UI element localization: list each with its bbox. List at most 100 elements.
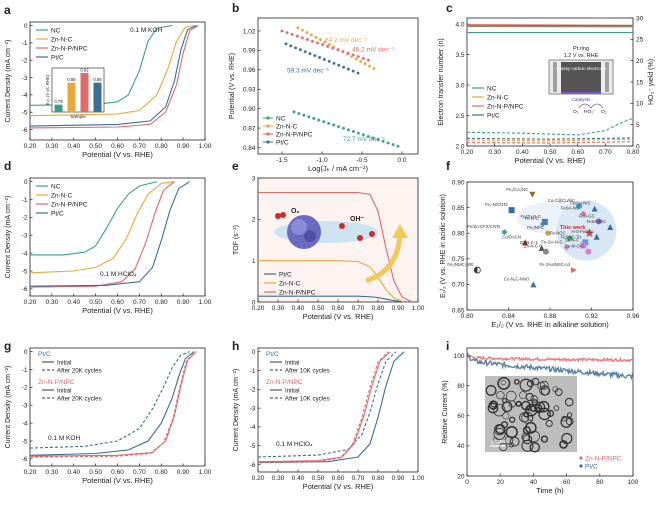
panel-label: a <box>4 3 11 17</box>
series-line <box>258 295 409 303</box>
x-tick-label: 1.00 <box>199 299 212 306</box>
y2-tick-label: 25 <box>636 37 644 44</box>
series-line <box>257 351 391 463</box>
tem-particle <box>501 401 513 413</box>
data-point <box>315 41 320 45</box>
y-axis-label: TOF (s⁻¹) <box>233 225 240 255</box>
y-tick-label: 1.02 <box>243 28 256 35</box>
data-point <box>563 244 570 251</box>
x-tick-label: 0.80 <box>372 475 385 482</box>
x-tick-label: 0.60 <box>111 143 124 150</box>
tem-particle <box>546 409 555 417</box>
tem-particle <box>539 380 549 390</box>
series-line <box>29 351 196 458</box>
x-tick-label: 0.70 <box>352 475 365 482</box>
panel-label: b <box>232 1 239 15</box>
panel-label: f <box>446 159 451 173</box>
y-tick-label: -5 <box>22 268 28 275</box>
data-point <box>337 63 341 68</box>
series-line <box>29 351 190 449</box>
data-point <box>325 44 330 49</box>
data-point <box>284 42 288 46</box>
data-point <box>356 71 360 75</box>
tem-particle <box>499 442 508 452</box>
point-label: Fe/Co-N/C <box>570 201 591 206</box>
x-tick-label: 0.80 <box>461 313 474 320</box>
point-label: Fe/Zn-N-C <box>521 214 541 219</box>
data-point <box>580 242 587 249</box>
tem-particle <box>531 377 540 386</box>
data-point <box>386 141 390 145</box>
y-tick-label: -4 <box>22 420 28 427</box>
series-line <box>30 181 158 256</box>
tem-particle <box>539 385 550 396</box>
legend-entry: Zn-N-C <box>279 280 301 287</box>
x-tick-label: 0.40 <box>67 299 80 306</box>
y2-tick-label: 10 <box>636 101 644 108</box>
panel-label: d <box>4 159 11 173</box>
x-tick-label: 0.40 <box>516 149 529 156</box>
x-tick-label: 1.00 <box>412 305 425 312</box>
data-point <box>591 205 598 212</box>
data-point <box>582 239 589 246</box>
data-point <box>302 113 306 117</box>
x-tick-label: 0.30 <box>46 143 59 150</box>
data-point <box>508 207 515 214</box>
series-line <box>29 24 195 117</box>
point-label: Co-N₂C-MnO <box>504 276 530 281</box>
y-tick-label: 0 <box>252 299 256 306</box>
data-point <box>396 144 400 148</box>
data-point <box>595 218 602 225</box>
data-point <box>366 134 371 139</box>
x-tick-label: 0.50 <box>89 143 102 150</box>
tafel-slope-label: 64.2 mV dec⁻¹ <box>325 37 368 44</box>
data-point <box>292 110 296 114</box>
tem-particle <box>519 378 533 392</box>
data-point <box>305 37 310 42</box>
oxygen-atom <box>339 223 345 229</box>
data-point <box>354 57 358 61</box>
point-label: Se-N-C <box>565 237 579 242</box>
y-tick-label: 0.84 <box>243 145 256 152</box>
oxygen-atom <box>280 212 286 218</box>
y-tick-label: -5 <box>22 110 28 117</box>
point-label: Fe SAs/NSC-cd <box>540 262 571 267</box>
legend-group-title: Pt/C <box>266 351 279 358</box>
panel-b: -1.5 -1.0 -0.5 0.0 0.84 0.87 0.90 0.93 0.96 0.99 1… <box>229 1 419 173</box>
tem-particle <box>554 388 563 397</box>
x-tick-label: 0.40 <box>292 475 305 482</box>
series-line <box>257 351 405 464</box>
x-tick-label: 0.80 <box>155 143 168 150</box>
y-tick-label: -6 <box>22 456 28 463</box>
data-point <box>336 124 341 129</box>
data-point <box>323 40 327 44</box>
data-point <box>300 28 305 32</box>
catalyst-layer <box>561 92 601 94</box>
x-tick-label: 0.20 <box>252 305 265 312</box>
y-tick-label: 0.87 <box>243 125 256 132</box>
x-tick-label: 0.90 <box>392 305 405 312</box>
electrode-ring <box>553 62 557 92</box>
trend-arrow <box>365 231 403 283</box>
data-point <box>336 48 340 52</box>
inset-label: Catalysts <box>572 97 592 102</box>
y2-tick-label: 20 <box>636 58 644 65</box>
y-tick-label: -5 <box>250 443 256 450</box>
yield-line <box>466 141 634 144</box>
tem-particle <box>492 437 499 443</box>
panel-f: 0.80 0.84 0.88 0.92 0.96 0.65 0.70 0.75 0.80 0.85… <box>440 159 640 329</box>
y-tick-label: -4 <box>250 424 256 431</box>
tem-particle <box>553 405 560 411</box>
x-tick-label: 1.00 <box>412 475 425 482</box>
legend-entry: NC <box>276 115 286 122</box>
x-tick-label: 0.70 <box>133 299 146 306</box>
y-tick-label: 4.0 <box>455 21 464 28</box>
y-tick-label: 100 <box>454 353 465 360</box>
catalyst-highlight <box>291 219 307 235</box>
x-axis-label: Log(Jₖ / mA cm⁻²) <box>308 164 369 173</box>
data-point <box>341 49 345 54</box>
inset-label: 1.2 V vs. RHE <box>564 53 599 59</box>
x-tick-label: 0.60 <box>332 305 345 312</box>
series-line <box>29 25 199 129</box>
legend-entry: Initial <box>57 387 71 394</box>
